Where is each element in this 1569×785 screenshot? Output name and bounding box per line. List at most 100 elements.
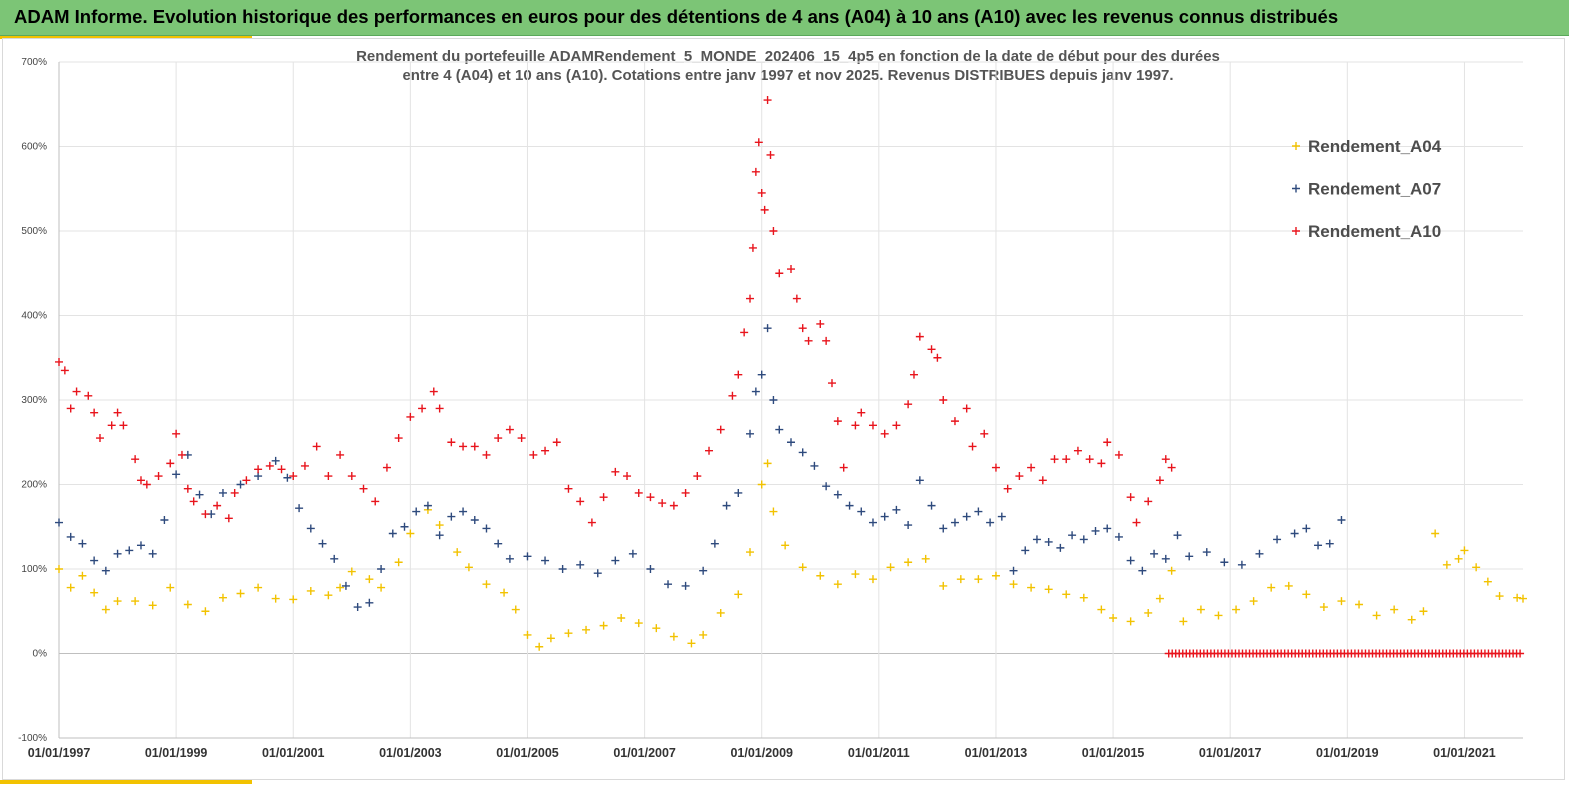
data-point — [769, 396, 778, 404]
data-point — [1390, 605, 1399, 614]
data-point — [218, 488, 227, 497]
data-point — [1126, 617, 1135, 626]
data-point — [1138, 566, 1147, 575]
data-point — [470, 442, 479, 451]
data-point — [798, 324, 807, 333]
data-point — [781, 541, 790, 550]
data-point — [634, 619, 643, 628]
data-points — [55, 96, 1527, 658]
data-point — [576, 497, 585, 506]
data-point — [1015, 472, 1024, 481]
data-point — [78, 571, 87, 580]
data-point — [950, 518, 959, 527]
series-rendement-a10 — [1164, 649, 1525, 658]
data-point — [652, 624, 661, 633]
data-point — [909, 370, 918, 379]
data-point — [734, 370, 743, 379]
data-point — [166, 583, 175, 592]
data-point — [775, 425, 784, 434]
data-point — [1161, 455, 1170, 464]
data-point — [1173, 531, 1182, 540]
data-point — [904, 400, 913, 409]
data-point — [1155, 476, 1164, 485]
page-title: ADAM Informe. Evolution historique des p… — [14, 6, 1339, 27]
data-point — [113, 597, 122, 606]
chart-title-line1: Rendement du portefeuille ADAMRendement_… — [356, 48, 1220, 65]
data-point — [78, 539, 87, 548]
data-point — [746, 294, 755, 303]
data-point — [646, 493, 655, 502]
data-point — [254, 583, 263, 592]
data-point — [681, 581, 690, 590]
data-point — [681, 488, 690, 497]
data-point — [160, 515, 169, 524]
data-point — [277, 465, 286, 474]
data-point — [798, 563, 807, 572]
data-point — [406, 412, 415, 421]
data-point — [1302, 590, 1311, 599]
data-point — [962, 512, 971, 521]
data-point — [628, 549, 637, 558]
data-point — [400, 522, 409, 531]
data-point — [236, 480, 245, 489]
y-tick-label: 200% — [21, 480, 47, 491]
data-point — [892, 421, 901, 430]
data-point — [183, 600, 192, 609]
legend-label: Rendement_A10 — [1308, 222, 1441, 241]
data-point — [950, 417, 959, 426]
data-point — [131, 597, 140, 606]
legend-item: Rendement_A10 — [1292, 222, 1441, 241]
data-point — [1103, 524, 1112, 533]
data-point — [1267, 583, 1276, 592]
data-point — [1167, 463, 1176, 472]
data-point — [997, 512, 1006, 521]
data-point — [482, 524, 491, 533]
data-point — [845, 501, 854, 510]
x-tick-label: 01/01/2001 — [262, 746, 325, 760]
data-point — [1032, 535, 1041, 544]
data-point — [921, 554, 930, 563]
data-point — [757, 480, 766, 489]
data-point — [1079, 593, 1088, 602]
data-point — [816, 319, 825, 328]
data-point — [377, 565, 386, 573]
data-point — [986, 518, 995, 527]
data-point — [283, 473, 292, 482]
data-point — [1097, 459, 1106, 468]
data-point — [716, 425, 725, 434]
data-point — [388, 529, 397, 538]
data-point — [611, 556, 620, 565]
data-point — [980, 429, 989, 438]
data-point — [766, 150, 775, 159]
y-tick-label: 0% — [33, 649, 48, 660]
data-point — [447, 438, 456, 447]
data-point — [1495, 592, 1504, 601]
data-point — [201, 607, 210, 616]
data-point — [136, 476, 145, 485]
data-point — [968, 442, 977, 451]
data-point — [664, 580, 673, 589]
data-point — [1109, 614, 1118, 623]
data-point — [1021, 546, 1030, 555]
data-point — [1442, 560, 1451, 569]
data-point — [754, 138, 763, 147]
data-point — [927, 345, 936, 354]
data-point — [418, 404, 427, 413]
data-point — [55, 357, 63, 366]
x-tick-label: 01/01/2003 — [379, 746, 442, 760]
data-point — [1516, 649, 1525, 658]
data-point — [1044, 537, 1053, 546]
data-point — [868, 421, 877, 430]
data-point — [318, 539, 327, 548]
data-point — [371, 497, 380, 506]
data-point — [271, 594, 280, 603]
data-point — [687, 639, 696, 648]
data-point — [751, 387, 760, 396]
data-point — [1167, 566, 1176, 575]
data-point — [822, 336, 831, 345]
data-point — [142, 480, 151, 489]
data-point — [347, 567, 356, 576]
data-point — [857, 408, 866, 417]
x-tick-label: 01/01/2007 — [613, 746, 676, 760]
accent-bar-top — [0, 36, 252, 39]
